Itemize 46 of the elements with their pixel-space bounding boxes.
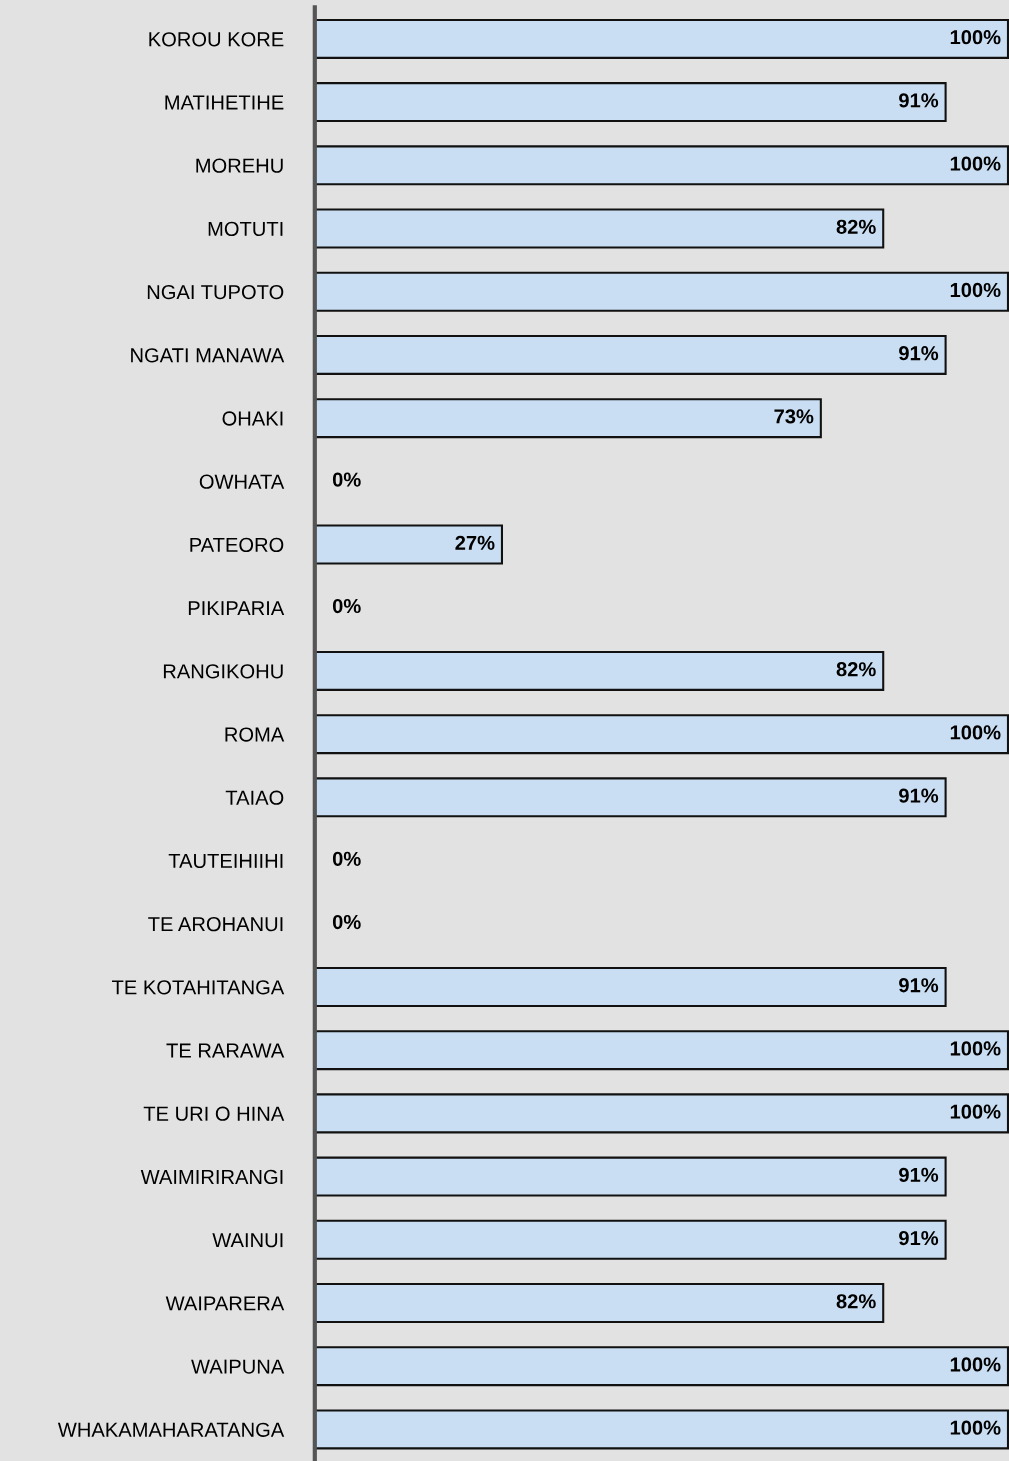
data-label: 0%: [332, 914, 361, 930]
data-label: 91%: [899, 788, 939, 803]
y-tick-label: TE AROHANUI: [148, 917, 283, 932]
data-label: 100%: [950, 156, 1001, 171]
data-label: 100%: [950, 30, 1001, 45]
y-tick-label: MOTUTI: [208, 221, 283, 237]
y-tick-label: PIKIPARIA: [188, 601, 285, 616]
y-tick-label: TAUTEIHIIHI: [168, 854, 283, 869]
data-label: 91%: [899, 93, 939, 108]
y-tick-label: WAIMIRIRANGI: [140, 1169, 283, 1185]
data-label: 91%: [899, 346, 939, 361]
data-label: 0%: [332, 851, 361, 866]
y-tick-label: NGAI TUPOTO: [147, 284, 284, 300]
y-tick-label: WAIPUNA: [191, 1359, 285, 1374]
y-tick-label: TE RARAWA: [166, 1043, 285, 1058]
y-tick-label: PATEORO: [190, 537, 284, 553]
y-tick-label: WAINUI: [212, 1233, 283, 1248]
data-label: 91%: [899, 1230, 939, 1246]
data-label: 100%: [950, 1041, 1001, 1056]
data-label: 100%: [950, 282, 1001, 298]
y-tick-label: RANGIKOHU: [163, 664, 283, 679]
data-label: 27%: [455, 535, 495, 550]
y-tick-label: TE KOTAHITANGA: [112, 980, 285, 995]
data-label: 100%: [950, 1104, 1001, 1119]
data-label: 100%: [950, 1357, 1001, 1372]
data-label: 82%: [836, 219, 876, 234]
data-label: 82%: [836, 662, 876, 677]
y-tick-label: MOREHU: [196, 158, 283, 173]
y-tick-label: KOROU KORE: [149, 32, 284, 47]
y-tick-label: MATIHETIHE: [165, 95, 284, 110]
data-label: 100%: [950, 725, 1001, 740]
y-tick-label: NGATI MANAWA: [131, 348, 285, 363]
y-tick-label: OWHATA: [199, 474, 285, 489]
data-label: 91%: [899, 978, 939, 993]
data-label: 0%: [332, 598, 361, 614]
data-label: 82%: [836, 1294, 876, 1309]
data-label: 91%: [899, 1167, 939, 1182]
data-label: 0%: [332, 472, 361, 487]
y-tick-label: TAIAO: [225, 790, 284, 805]
y-tick-label: WAIPARERA: [165, 1296, 285, 1311]
y-tick-label: WHAKAMAHARATANGA: [57, 1422, 285, 1437]
data-label: 100%: [950, 1420, 1001, 1435]
data-label: 73%: [774, 409, 814, 424]
y-tick-label: TE URI O HINA: [143, 1106, 285, 1121]
y-tick-label: OHAKI: [222, 411, 283, 426]
y-tick-label: ROMA: [225, 727, 285, 742]
